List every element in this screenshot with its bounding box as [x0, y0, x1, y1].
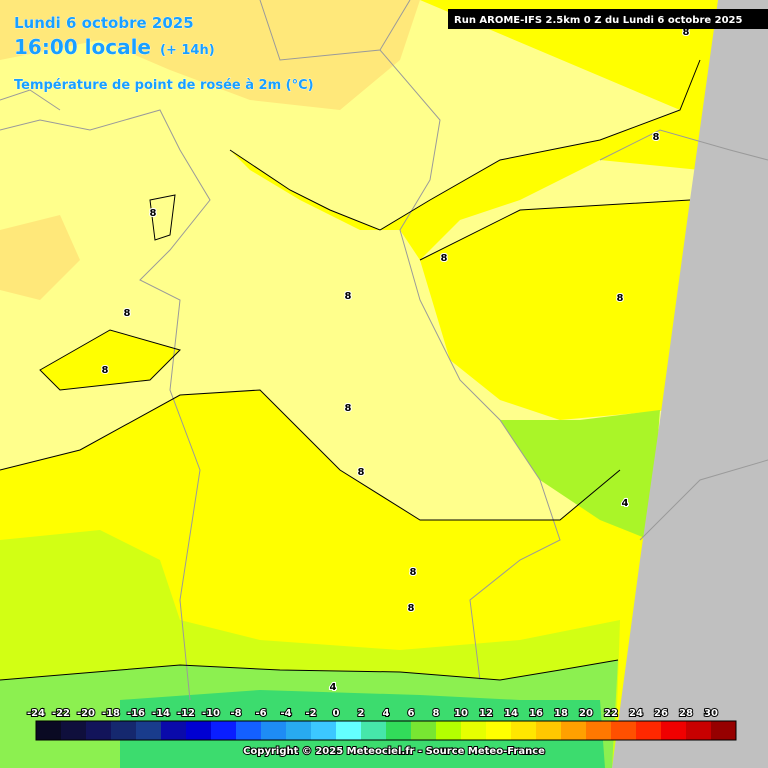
run-box [448, 9, 768, 29]
contour-label: 8 [150, 208, 157, 219]
legend-label: -22 [52, 708, 70, 719]
field-yellow [230, 0, 718, 260]
legend-label: 24 [629, 708, 643, 719]
contour-label: 8 [410, 567, 417, 578]
contour-line [0, 389, 621, 521]
legend-label: 18 [554, 708, 568, 719]
contour-label: 8 [441, 253, 448, 264]
legend-label: 26 [654, 708, 668, 719]
legend-label: 0 [333, 708, 340, 719]
legend-swatch [111, 721, 136, 740]
contour-label: 8 [653, 132, 660, 143]
legend-swatch [86, 721, 111, 740]
legend-label: 16 [529, 708, 543, 719]
contour-line [39, 194, 181, 391]
border-line [0, 109, 211, 701]
legend-label: 14 [504, 708, 518, 719]
contour-label: 8 [345, 291, 352, 302]
contour-label: 8 [617, 293, 624, 304]
legend-label: -2 [305, 708, 316, 719]
legend-swatch [436, 721, 461, 740]
legend-label: 10 [454, 708, 468, 719]
legend-swatch [36, 721, 61, 740]
legend-label: -16 [127, 708, 145, 719]
legend-label: 6 [408, 708, 415, 719]
legend-label: -4 [280, 708, 291, 719]
run-info: Run AROME-IFS 2.5km 0 Z du Lundi 6 octob… [454, 15, 743, 26]
legend-swatch [461, 721, 486, 740]
border-line [259, 0, 561, 681]
contour-line [0, 659, 619, 681]
no-data-area [612, 0, 768, 768]
time: 16:00 locale [14, 35, 151, 59]
legend-swatch [561, 721, 586, 740]
legend-swatch [536, 721, 561, 740]
legend-label: 20 [579, 708, 593, 719]
legend-swatch [311, 721, 336, 740]
legend-swatch [636, 721, 661, 740]
contour-labels: 8 8 8 8 8 8 8 8 8 8 8 8 4 4 [101, 26, 691, 694]
legend-label: -14 [152, 708, 170, 719]
field-yellow [420, 200, 690, 420]
field-green [500, 410, 660, 540]
contour-label: 8 [345, 403, 352, 414]
contour-label: 8 [102, 365, 109, 376]
legend-label: 22 [604, 708, 618, 719]
contour-label: 8 [408, 603, 415, 614]
legend-swatch [261, 721, 286, 740]
field-yellow [40, 330, 180, 390]
legend-swatch [61, 721, 86, 740]
contour-label: 4 [330, 682, 337, 693]
border-line [0, 89, 61, 111]
legend-label: -12 [177, 708, 195, 719]
legend-swatch [661, 721, 686, 740]
date: Lundi 6 octobre 2025 [14, 14, 194, 32]
contour-label: 4 [622, 498, 629, 509]
legend-swatch [386, 721, 411, 740]
legend: -24 -22 -20 -18 -16 -14 -12 -10 -8 -6 -4 -2 0 2 4 6 8 10 1… [26, 707, 737, 741]
legend-label: 28 [679, 708, 693, 719]
legend-swatch [361, 721, 386, 740]
border-line [599, 129, 768, 541]
legend-label: -20 [77, 708, 95, 719]
legend-label: -6 [255, 708, 266, 719]
legend-swatch [236, 721, 261, 740]
contours [0, 59, 701, 681]
legend-label: 8 [433, 708, 440, 719]
legend-swatch [286, 721, 311, 740]
legend-swatch [611, 721, 636, 740]
legend-swatch [586, 721, 611, 740]
field-patch [0, 0, 420, 110]
contour-label: 8 [683, 27, 690, 38]
contour-label: 8 [358, 467, 365, 478]
legend-swatch [486, 721, 511, 740]
legend-swatch [711, 721, 736, 740]
field-patch [0, 215, 80, 300]
legend-frame [35, 720, 737, 741]
contour-line [229, 59, 701, 261]
legend-label: -10 [202, 708, 220, 719]
contour-label: 8 [124, 308, 131, 319]
legend-label: 4 [383, 708, 390, 719]
legend-label: 30 [704, 708, 718, 719]
legend-label: 12 [479, 708, 493, 719]
legend-swatch [161, 721, 186, 740]
legend-swatch [336, 721, 361, 740]
legend-swatch [186, 721, 211, 740]
legend-label: -24 [27, 708, 45, 719]
legend-label: -8 [230, 708, 241, 719]
legend-label: -18 [102, 708, 120, 719]
borders [0, 0, 768, 701]
legend-swatch [686, 721, 711, 740]
legend-swatch [511, 721, 536, 740]
legend-swatch [136, 721, 161, 740]
copyright: Copyright © 2025 Meteociel.fr - Source M… [243, 746, 545, 757]
legend-swatch [211, 721, 236, 740]
legend-label: 2 [358, 708, 365, 719]
offset: (+ 14h) [160, 43, 215, 58]
parameter: Température de point de rosée à 2m (°C) [14, 78, 314, 93]
legend-swatch [411, 721, 436, 740]
